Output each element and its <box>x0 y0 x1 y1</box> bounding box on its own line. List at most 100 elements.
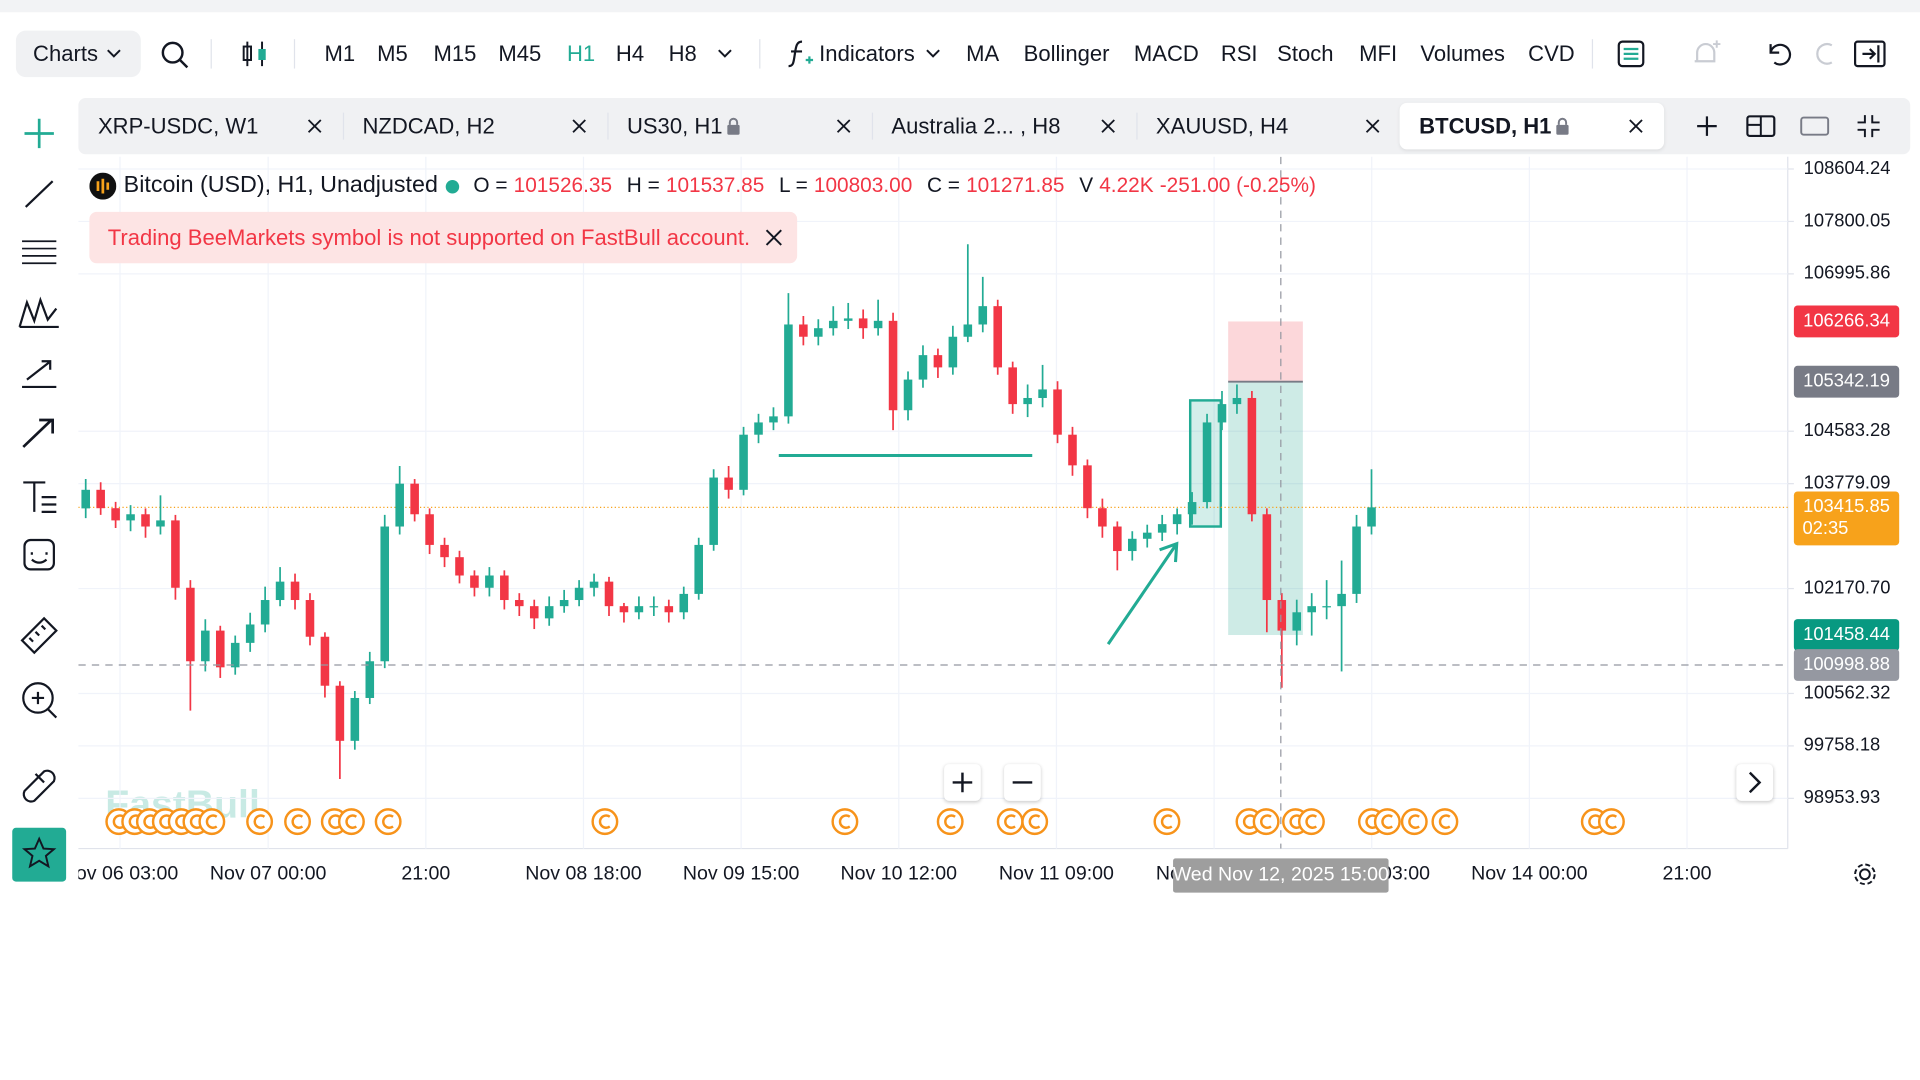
tab-close[interactable] <box>1101 119 1116 134</box>
candle-body <box>1277 600 1287 631</box>
candle-body <box>544 606 554 619</box>
indicator[interactable]: CVD <box>1528 41 1575 67</box>
chart-type-icon[interactable] <box>239 38 271 70</box>
event-marker-glyph <box>1160 814 1173 829</box>
indicator[interactable]: Stoch <box>1277 41 1334 67</box>
event-marker-glyph <box>1438 814 1451 829</box>
timeframe[interactable]: H8 <box>668 41 697 67</box>
alert-close[interactable] <box>765 229 782 246</box>
candle-body <box>260 600 270 625</box>
indicators-button[interactable]: Indicators <box>819 41 915 67</box>
candle-body <box>1098 508 1107 527</box>
candle-body <box>529 606 539 619</box>
line-tool[interactable] <box>24 180 54 208</box>
emoji-tool[interactable] <box>23 538 55 571</box>
candle-body <box>1008 367 1017 405</box>
top-margin <box>0 0 1920 13</box>
alert-banner: Trading BeeMarkets symbol is not support… <box>89 211 798 264</box>
plus <box>952 772 973 793</box>
event-marker <box>198 808 226 836</box>
pattern-tool[interactable] <box>18 296 59 329</box>
event-marker-glyph <box>1028 814 1041 829</box>
legend-label: L = <box>778 173 808 198</box>
indicator[interactable]: MA <box>966 41 1000 67</box>
timeframe[interactable]: M5 <box>377 41 408 67</box>
candle-body <box>1262 514 1272 601</box>
candle-body <box>96 489 105 509</box>
candle-body <box>335 685 345 741</box>
indicator[interactable]: Volumes <box>1420 41 1505 67</box>
scroll-right-button[interactable] <box>1736 764 1774 801</box>
indicator[interactable]: RSI <box>1220 41 1258 67</box>
x-tick-label: Nov 14 00:00 <box>1471 862 1588 884</box>
event-marker-glyph <box>944 814 956 829</box>
projection-tool[interactable] <box>22 360 57 389</box>
collapse-icon[interactable] <box>1856 114 1880 138</box>
layout-icon[interactable] <box>1616 39 1645 68</box>
timeframe[interactable]: H4 <box>615 41 645 67</box>
event-marker <box>246 808 274 836</box>
indicator[interactable]: MFI <box>1359 41 1398 67</box>
candle-body <box>858 318 868 329</box>
chevron[interactable] <box>718 48 733 60</box>
y-tick-label: 98953.93 <box>1804 786 1881 807</box>
arrow-tool[interactable] <box>22 418 55 448</box>
tab-close[interactable] <box>572 119 587 134</box>
tab[interactable]: BTCUSD, H1 <box>1399 102 1665 150</box>
tab-close[interactable] <box>836 119 851 134</box>
fib-tool[interactable] <box>22 240 57 265</box>
tab[interactable]: NZDCAD, H2 <box>343 103 607 150</box>
redo-icon[interactable] <box>1812 40 1836 67</box>
event-marker-glyph <box>291 814 304 829</box>
event-marker-glyph <box>1365 814 1378 829</box>
tab-label: US30, H1 <box>626 113 723 139</box>
favorites-button[interactable] <box>12 827 67 882</box>
tab[interactable]: XAUUSD, H4 <box>1136 103 1400 150</box>
crosshair-tool[interactable] <box>24 118 54 149</box>
candle-body <box>156 520 165 527</box>
event-marker-glyph <box>159 814 171 829</box>
x-tick-label: Nov 09 15:00 <box>683 862 800 884</box>
indicators-icon[interactable] <box>785 38 814 70</box>
legend-label: V <box>1079 173 1094 198</box>
indicator[interactable]: Bollinger <box>1023 41 1110 67</box>
minus <box>1012 781 1033 784</box>
timeframe[interactable]: M45 <box>498 41 542 67</box>
exit-icon[interactable] <box>1853 39 1887 68</box>
price-tag-label: 100998.88 <box>1803 653 1890 674</box>
magnet-tool[interactable] <box>22 769 56 803</box>
alert-icon[interactable] <box>1690 38 1722 70</box>
legend-label: H = <box>626 173 660 198</box>
indicator[interactable]: MACD <box>1133 41 1199 67</box>
zoom-in-button[interactable] <box>944 764 981 801</box>
tab[interactable]: Australia 2... , H8 <box>872 103 1136 150</box>
undo-icon[interactable] <box>1763 38 1795 70</box>
zoom-tool[interactable] <box>22 682 54 714</box>
tab[interactable]: XRP-USDC, W1 <box>78 103 342 150</box>
add-tab-icon[interactable] <box>1695 114 1719 138</box>
settings-icon[interactable] <box>1851 861 1878 888</box>
split-icon[interactable] <box>1746 115 1776 138</box>
timeframe[interactable]: M15 <box>433 41 477 67</box>
candle-body <box>1172 514 1182 525</box>
time-axis: Nov 06 03:00 Nov 07 00:00 21:00 Nov 08 18:0… <box>78 862 1711 884</box>
tab-close[interactable] <box>307 119 322 134</box>
text-tool[interactable] <box>23 481 57 513</box>
price-tag-label: 106266.34 <box>1803 309 1890 330</box>
charts-button[interactable]: Charts <box>15 30 141 78</box>
zoom-out-button[interactable] <box>1004 764 1041 801</box>
event-marker-glyph <box>382 814 394 829</box>
event-marker <box>1597 808 1625 836</box>
search-icon[interactable] <box>159 39 191 71</box>
tab[interactable]: US30, H1 <box>607 103 871 150</box>
chevron <box>107 49 121 58</box>
tab-close[interactable] <box>1629 119 1644 134</box>
tab-label: XRP-USDC, W1 <box>97 113 259 139</box>
timeframe[interactable]: H1 <box>566 41 596 67</box>
candle-body <box>589 581 599 588</box>
candle-body <box>440 544 449 558</box>
ruler-tool[interactable] <box>20 616 58 655</box>
window-icon[interactable] <box>1800 115 1830 137</box>
timeframe[interactable]: M1 <box>324 41 356 67</box>
tab-close[interactable] <box>1365 119 1380 134</box>
